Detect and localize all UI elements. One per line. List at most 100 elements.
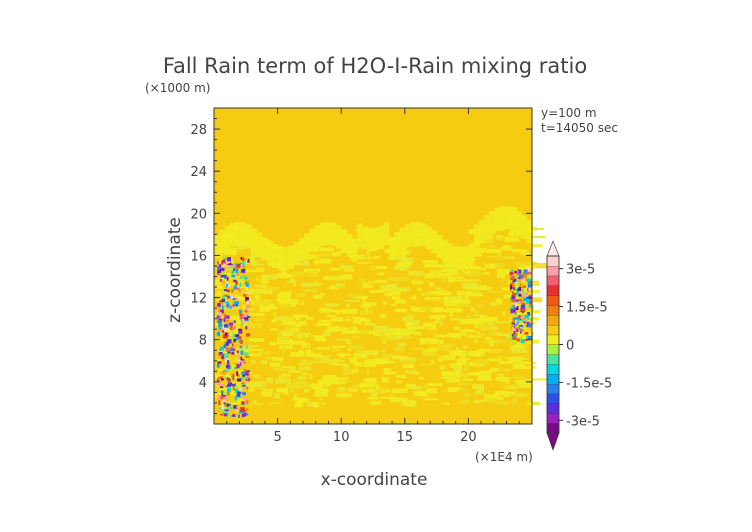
left-rain-shaft-cell (232, 381, 235, 384)
right-rain-shaft-cell (515, 319, 517, 325)
cloud-streak (248, 386, 255, 392)
cloud-top-band (330, 222, 337, 246)
cloud-streak (518, 266, 522, 272)
cloud-top-band (341, 229, 348, 253)
right-rain-shaft-cell (515, 319, 520, 323)
cloud-streak (391, 303, 396, 306)
cloud-streak (269, 362, 281, 367)
cloud-streak (215, 365, 226, 369)
cloud-streak (326, 314, 336, 317)
x-axis-label: x-coordinate (321, 470, 428, 490)
left-rain-shaft-cell (227, 295, 231, 299)
left-rain-shaft-cell (219, 386, 224, 388)
cloud-streak (458, 383, 470, 386)
left-rain-shaft-cell (218, 352, 223, 357)
cloud-streak (309, 383, 324, 389)
cloud-streak (484, 263, 496, 269)
cloud-streak (237, 247, 243, 252)
right-rain-shaft-cell (518, 277, 521, 282)
plot-area: 5 10 15 20 4 8 12 16 20 24 28 (190, 107, 548, 445)
cloud-streak (252, 400, 257, 405)
left-rain-shaft-cell (227, 414, 230, 417)
cloud-streak (523, 341, 531, 345)
left-rain-shaft-cell (218, 260, 222, 265)
cloud-streak (256, 267, 264, 273)
left-rain-shaft-cell (222, 256, 225, 260)
right-rain-shaft-cell (525, 271, 528, 276)
right-rain-shaft-cell (517, 301, 521, 304)
cloud-streak (411, 386, 423, 390)
left-rain-shaft-cell (244, 369, 247, 374)
colorbar-segment (546, 285, 560, 296)
cloud-streak (497, 333, 507, 336)
cloud-streak (518, 382, 529, 388)
left-rain-shaft-cell (216, 331, 221, 336)
cloud-streak (502, 311, 506, 316)
left-rain-shaft-cell (236, 263, 241, 268)
cloud-top-band (288, 245, 295, 269)
y-unit-label: (×1000 m) (145, 81, 210, 95)
left-rain-shaft-cell (223, 353, 229, 358)
cloud-streak (346, 338, 352, 345)
cloud-streak (497, 373, 504, 377)
cloud-streak (317, 347, 323, 350)
cloud-streak (365, 352, 379, 356)
cloud-streak (323, 383, 326, 390)
cloud-streak (513, 344, 524, 348)
colorbar-segment (546, 255, 560, 267)
cloud-streak (449, 363, 463, 368)
cloud-streak (225, 293, 233, 297)
right-rain-shaft-cell (522, 317, 527, 320)
left-rain-shaft-cell (242, 275, 245, 278)
cloud-streak (398, 251, 410, 255)
cloud-streak (423, 384, 430, 389)
right-rain-shaft-cell (518, 286, 522, 291)
cloud-streak (456, 359, 468, 365)
left-rain-shaft-cell (246, 304, 251, 308)
cloud-streak (350, 368, 359, 374)
cloud-top-band (245, 224, 252, 248)
cloud-streak (293, 380, 298, 384)
left-rain-shaft-cell (227, 351, 231, 354)
left-rain-shaft-cell (217, 303, 221, 307)
left-rain-shaft-cell (224, 413, 228, 417)
left-rain-shaft-cell (228, 337, 231, 341)
right-rain-shaft-cell (516, 273, 521, 276)
left-rain-shaft-cell (243, 411, 247, 413)
cloud-streak (395, 380, 403, 384)
right-rain-shaft-cell (529, 281, 532, 284)
left-rain-shaft-cell (231, 358, 235, 361)
cloud-streak (252, 382, 263, 387)
left-rain-shaft-cell (245, 355, 250, 358)
cloud-streak (312, 401, 319, 408)
left-rain-shaft-cell (217, 381, 221, 385)
left-rain-shaft-cell (246, 288, 249, 291)
cloud-streak (477, 375, 492, 381)
cloud-streak (468, 351, 482, 357)
left-rain-shaft-cell (241, 268, 246, 273)
cloud-streak (224, 250, 236, 255)
chart-title: Fall Rain term of H2O-I-Rain mixing rati… (163, 54, 587, 78)
cloud-streak (348, 294, 362, 298)
left-rain-shaft-cell (227, 360, 230, 365)
cloud-streak (350, 254, 366, 260)
left-rain-shaft-cell (234, 396, 238, 401)
right-rain-shaft-cell (522, 285, 526, 288)
cloud-streak (499, 228, 505, 232)
cloud-streak (425, 280, 430, 282)
cloud-streak (441, 371, 453, 377)
cloud-streak (399, 266, 405, 271)
left-rain-shaft-cell (221, 378, 225, 382)
cloud-top-band (447, 243, 454, 267)
cloud-top-band (473, 224, 480, 248)
left-rain-shaft-cell (230, 277, 232, 281)
left-rain-shaft-cell (226, 276, 229, 281)
cloud-streak (433, 334, 446, 338)
cloud-streak (259, 303, 275, 309)
cloud-streak (454, 388, 467, 392)
cloud-streak (402, 363, 415, 369)
left-rain-shaft-cell (224, 404, 227, 406)
cloud-streak (515, 330, 531, 337)
left-rain-shaft-cell (226, 319, 229, 322)
cloud-streak (370, 400, 382, 405)
